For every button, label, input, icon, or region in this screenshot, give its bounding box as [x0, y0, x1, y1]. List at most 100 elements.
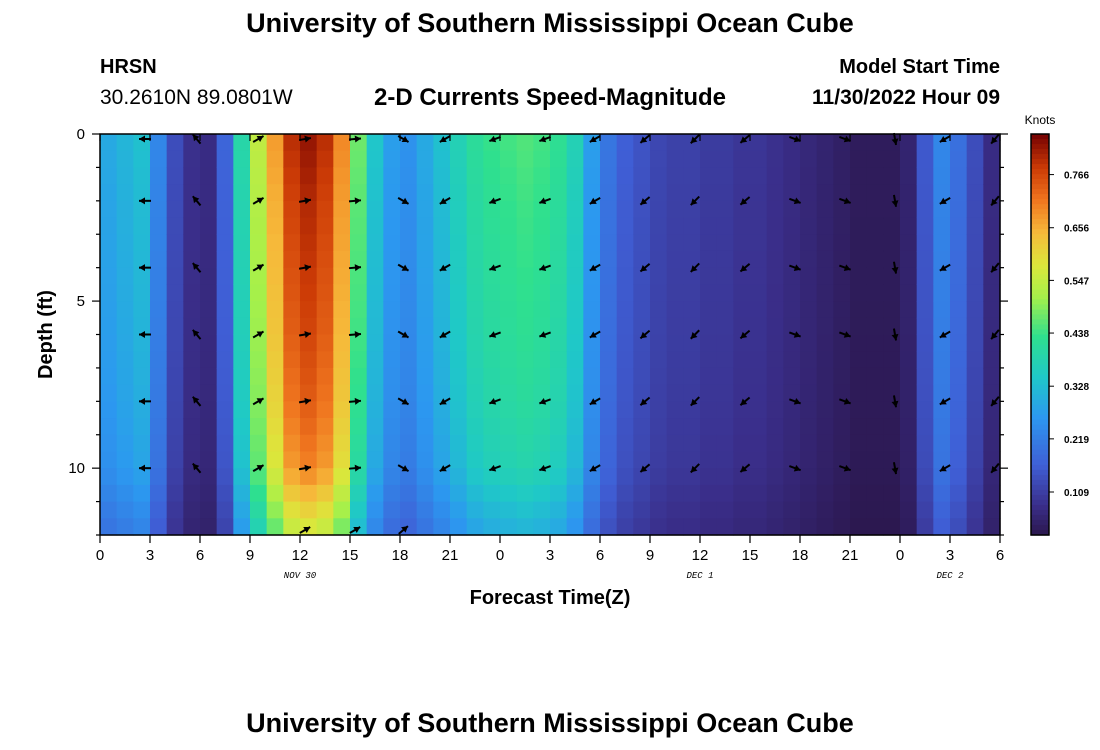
- heatmap-cell: [483, 501, 501, 519]
- colorbar-tick-label: 0.438: [1064, 329, 1089, 340]
- current-arrow: [539, 398, 551, 405]
- current-arrow: [192, 329, 202, 340]
- heatmap-cell: [266, 451, 284, 469]
- heatmap-cell: [750, 167, 768, 185]
- heatmap-cell: [783, 484, 801, 503]
- heatmap-cell: [483, 284, 501, 302]
- heatmap-cell: [900, 301, 918, 319]
- heatmap-cell: [400, 451, 418, 469]
- heatmap-cell: [416, 484, 434, 503]
- heatmap-cell: [350, 184, 368, 202]
- heatmap-cell: [383, 200, 401, 219]
- heatmap-cell: [483, 167, 501, 185]
- current-arrow: [489, 331, 501, 338]
- heatmap-cell: [216, 384, 234, 402]
- heatmap-cell: [383, 468, 401, 486]
- heatmap-cell: [150, 134, 168, 152]
- x-tick-label: 15: [342, 547, 359, 564]
- heatmap-cell: [483, 468, 501, 486]
- current-arrow: [639, 196, 651, 206]
- heatmap-cell: [950, 317, 968, 336]
- colorbar-segment: [1031, 384, 1049, 391]
- heatmap-cell: [533, 317, 551, 336]
- heatmap-cell: [333, 167, 351, 185]
- heatmap-cell: [600, 468, 618, 486]
- heatmap-cell: [966, 267, 984, 285]
- colorbar-segment: [1031, 159, 1049, 165]
- heatmap-cell: [233, 434, 251, 453]
- y-tick-label: 10: [68, 460, 85, 477]
- colorbar-segment: [1031, 494, 1049, 501]
- heatmap-cell: [916, 134, 934, 152]
- heatmap-cell: [200, 434, 218, 453]
- heatmap-cell: [416, 468, 434, 486]
- heatmap-cell: [350, 334, 368, 352]
- heatmap-cell: [866, 518, 884, 536]
- heatmap-cell: [366, 401, 384, 419]
- heatmap-cell: [233, 301, 251, 319]
- heatmap-cell: [383, 217, 401, 235]
- heatmap-cell: [366, 351, 384, 369]
- heatmap-cell: [966, 367, 984, 386]
- heatmap-cell: [166, 184, 184, 202]
- heatmap-cell: [400, 217, 418, 235]
- heatmap-cell: [933, 484, 951, 503]
- heatmap-cell: [833, 367, 851, 386]
- heatmap-cell: [650, 468, 668, 486]
- heatmap-cell: [100, 501, 118, 519]
- current-arrow: [192, 133, 202, 145]
- colorbar-segment: [1031, 264, 1049, 270]
- heatmap-cell: [766, 351, 784, 369]
- heatmap-cell: [966, 451, 984, 469]
- heatmap-cell: [883, 284, 901, 302]
- heatmap-cell: [200, 234, 218, 252]
- heatmap-cell: [266, 200, 284, 219]
- colorbar-segment: [1031, 414, 1049, 421]
- heatmap-cell: [550, 484, 568, 503]
- heatmap-cell: [766, 184, 784, 202]
- heatmap-cell: [716, 301, 734, 319]
- current-arrow: [397, 196, 410, 205]
- heatmap-cell: [150, 217, 168, 235]
- heatmap-cell: [916, 367, 934, 386]
- heatmap-cell: [833, 301, 851, 319]
- heatmap-cell: [133, 501, 151, 519]
- heatmap-cell: [850, 184, 868, 202]
- heatmap-cell: [300, 501, 318, 519]
- heatmap-cell: [516, 317, 534, 336]
- heatmap-cell: [583, 234, 601, 252]
- heatmap-cell: [800, 284, 818, 302]
- heatmap-cell: [900, 401, 918, 419]
- current-arrow: [789, 264, 801, 271]
- heatmap-cell: [450, 234, 468, 252]
- heatmap-cell: [333, 367, 351, 386]
- heatmap-cell: [366, 167, 384, 185]
- colorbar-segment: [1031, 349, 1049, 356]
- heatmap-cell: [450, 317, 468, 336]
- heatmap-cell: [183, 317, 201, 336]
- heatmap-cell: [116, 250, 134, 269]
- heatmap-cell: [500, 184, 518, 202]
- heatmap-cell: [266, 334, 284, 352]
- heatmap-cell: [300, 384, 318, 402]
- heatmap-cell: [400, 401, 418, 419]
- current-arrow: [990, 195, 1000, 207]
- current-arrow: [839, 331, 851, 338]
- colorbar-segment: [1031, 479, 1049, 486]
- heatmap-cell: [333, 401, 351, 419]
- heatmap-cell: [433, 484, 451, 503]
- heatmap-cell: [183, 200, 201, 219]
- heatmap-cell: [650, 217, 668, 235]
- current-arrow: [839, 135, 851, 143]
- heatmap-cell: [500, 317, 518, 336]
- heatmap-cell: [266, 317, 284, 336]
- heatmap-cell: [166, 200, 184, 219]
- heatmap-cell: [100, 334, 118, 352]
- heatmap-cell: [800, 217, 818, 235]
- current-arrow: [439, 397, 451, 406]
- heatmap-cell: [700, 468, 718, 486]
- heatmap-cell: [533, 200, 551, 219]
- current-arrow: [939, 464, 951, 473]
- colorbar-segment: [1031, 169, 1049, 175]
- heatmap-cell: [133, 217, 151, 235]
